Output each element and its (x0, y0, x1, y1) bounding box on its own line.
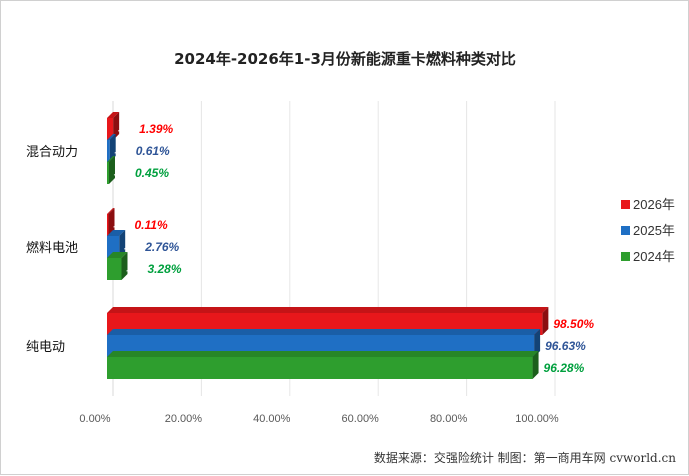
bar (107, 252, 128, 280)
legend: 2026年 2025年 2024年 (621, 197, 675, 264)
data-label: 98.50% (553, 317, 594, 331)
bar-front-face (107, 162, 109, 184)
legend-swatch (621, 252, 630, 261)
bar-front-face (107, 140, 110, 162)
category-label: 燃料电池 (26, 240, 78, 256)
data-label: 0.45% (135, 166, 169, 180)
x-tick-label: 0.00% (79, 413, 110, 425)
data-label: 1.39% (139, 122, 173, 136)
x-tick-label: 40.00% (253, 413, 291, 425)
bars (107, 112, 549, 379)
bar-side-face (113, 112, 120, 140)
bar (107, 112, 120, 140)
data-labels: 1.39% 0.61% 0.45% 0.11% 2.76% 3.28% 98.50% 96.6… (113, 122, 594, 375)
data-label: 96.63% (545, 339, 586, 353)
bar (107, 156, 115, 184)
legend-label: 2024年 (633, 249, 675, 264)
data-label: 96.28% (544, 361, 585, 375)
leader-line (118, 125, 137, 132)
bar-top-face (107, 156, 115, 162)
bar-top-face (107, 134, 116, 140)
data-label: 0.61% (136, 144, 170, 158)
bar-side-face (542, 307, 549, 335)
bar-side-face (119, 230, 126, 258)
data-label: 2.76% (144, 240, 179, 254)
bar (107, 351, 539, 379)
data-label: 0.11% (135, 218, 168, 232)
x-tick-label: 20.00% (165, 413, 203, 425)
bar-top-face (107, 252, 128, 258)
bar-top-face (107, 307, 549, 313)
category-label: 混合动力 (26, 145, 78, 160)
leader-line (113, 169, 133, 176)
bar (107, 134, 116, 162)
legend-swatch (621, 226, 630, 235)
bar-top-face (107, 112, 120, 118)
x-tick-label: 100.00% (515, 413, 559, 425)
data-label: 3.28% (147, 262, 181, 276)
legend-swatch (621, 200, 630, 209)
bar-side-face (108, 208, 115, 236)
leader-line (113, 221, 132, 228)
chart-title: 2024年-2026年1-3月份新能源重卡燃料种类对比 (174, 50, 516, 68)
bar-front-face (107, 214, 109, 236)
bar-side-face (121, 252, 128, 280)
category-label: 纯电动 (26, 340, 65, 355)
source-note: 数据来源：交强险统计 制图：第一商用车网 cvworld.cn (374, 450, 676, 465)
bar-front-face (107, 258, 122, 280)
legend-label: 2026年 (633, 197, 675, 212)
bar-side-face (532, 351, 539, 379)
bar-front-face (107, 118, 114, 140)
bar (107, 208, 115, 236)
x-tick-label: 60.00% (342, 413, 380, 425)
leader-line (114, 147, 133, 154)
x-tick-label: 80.00% (430, 413, 468, 425)
leader-line (124, 243, 143, 250)
bar-top-face (107, 230, 126, 236)
x-axis-ticks: 0.00% 20.00% 40.00% 60.00% 80.00% 100.00% (79, 413, 559, 425)
bar-top-face (107, 208, 115, 214)
bar-front-face (107, 357, 533, 379)
bar-side-face (534, 329, 541, 357)
leader-line (126, 265, 145, 272)
bar-side-face (108, 156, 115, 184)
bar-top-face (107, 351, 539, 357)
bar-side-face (109, 134, 116, 162)
legend-label: 2025年 (633, 223, 675, 238)
bar-top-face (107, 329, 541, 335)
